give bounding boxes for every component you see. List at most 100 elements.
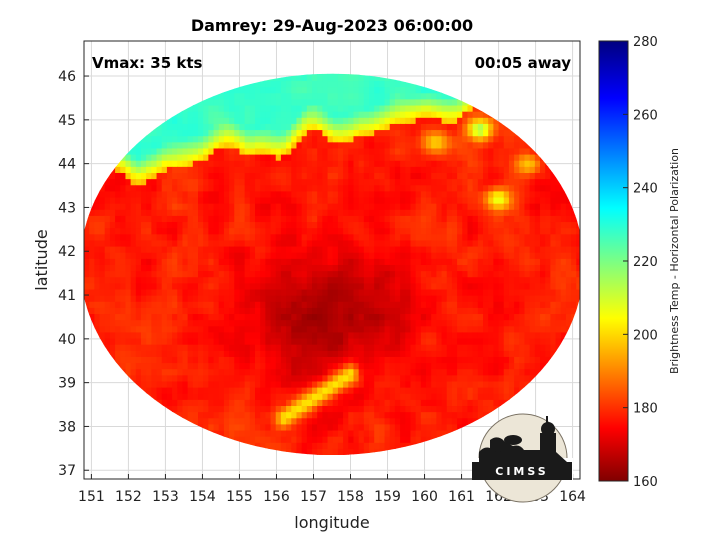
heatmap-cell	[327, 184, 334, 192]
heatmap-cell	[436, 411, 443, 419]
heatmap-cell	[151, 295, 158, 302]
heatmap-cell	[415, 417, 422, 425]
heatmap-cell	[317, 374, 323, 382]
heatmap-cell	[234, 393, 241, 400]
heatmap-cell	[151, 258, 158, 265]
heatmap-cell	[286, 307, 292, 315]
heatmap-cell	[343, 423, 349, 431]
heatmap-cell	[369, 276, 375, 284]
heatmap-cell	[223, 331, 230, 339]
heatmap-cell	[332, 129, 339, 137]
heatmap-cell	[348, 239, 355, 247]
heatmap-cell	[358, 411, 365, 419]
heatmap-cell	[343, 374, 349, 382]
heatmap-cell	[156, 380, 163, 388]
heatmap-cell	[379, 239, 386, 247]
heatmap-cell	[358, 313, 365, 321]
heatmap-cell	[410, 117, 417, 124]
heatmap-cell	[394, 209, 401, 216]
heatmap-cell	[187, 117, 194, 124]
heatmap-cell	[337, 104, 344, 112]
heatmap-cell	[431, 160, 437, 167]
heatmap-cell	[255, 288, 261, 296]
heatmap-cell	[280, 98, 287, 106]
heatmap-cell	[166, 184, 173, 192]
heatmap-cell	[405, 221, 412, 229]
heatmap-cell	[151, 184, 158, 192]
heatmap-cell	[374, 80, 380, 88]
heatmap-cell	[343, 74, 349, 82]
heatmap-cell	[270, 239, 277, 247]
heatmap-cell	[187, 227, 194, 235]
heatmap-cell	[400, 356, 406, 364]
heatmap-cell	[166, 301, 173, 308]
heatmap-cell	[244, 276, 251, 284]
heatmap-cell	[379, 270, 386, 278]
heatmap-cell	[410, 227, 417, 235]
heatmap-cell	[415, 135, 422, 143]
heatmap-cell	[203, 350, 209, 357]
heatmap-cell	[161, 362, 168, 370]
heatmap-cell	[229, 411, 235, 419]
heatmap-cell	[410, 221, 417, 229]
heatmap-cell	[369, 123, 375, 131]
heatmap-cell	[343, 393, 349, 400]
heatmap-cell	[327, 399, 334, 407]
heatmap-cell	[286, 282, 292, 290]
heatmap-cell	[369, 423, 375, 431]
heatmap-cell	[172, 399, 178, 407]
heatmap-cell	[286, 245, 292, 253]
heatmap-cell	[327, 86, 334, 94]
heatmap-cell	[187, 319, 194, 327]
heatmap-cell	[229, 184, 235, 192]
heatmap-cell	[415, 288, 422, 296]
heatmap-cell	[234, 129, 241, 137]
heatmap-cell	[89, 282, 95, 290]
heatmap-cell	[374, 252, 380, 259]
heatmap-cell	[332, 190, 339, 198]
heatmap-cell	[125, 295, 132, 302]
heatmap-cell	[270, 227, 277, 235]
heatmap-cell	[177, 319, 184, 327]
heatmap-cell	[218, 276, 225, 284]
heatmap-cell	[301, 117, 308, 124]
heatmap-cell	[394, 227, 401, 235]
heatmap-cell	[374, 288, 380, 296]
heatmap-cell	[141, 190, 147, 198]
heatmap-cell	[317, 233, 323, 241]
heatmap-cell	[260, 258, 266, 265]
heatmap-cell	[317, 411, 323, 419]
heatmap-cell	[296, 307, 303, 315]
heatmap-cell	[415, 117, 422, 124]
heatmap-cell	[255, 417, 261, 425]
heatmap-cell	[426, 436, 432, 443]
heatmap-cell	[182, 411, 189, 419]
heatmap-cell	[198, 196, 204, 204]
heatmap-cell	[286, 104, 292, 112]
heatmap-cell	[374, 436, 380, 443]
heatmap-cell	[203, 331, 209, 339]
heatmap-cell	[161, 233, 168, 241]
heatmap-cell	[94, 301, 101, 308]
heatmap-cell	[405, 387, 412, 394]
heatmap-cell	[115, 239, 121, 247]
heatmap-cell	[400, 429, 406, 437]
heatmap-cell	[275, 178, 282, 186]
heatmap-cell	[198, 203, 204, 210]
heatmap-cell	[348, 73, 355, 75]
heatmap-cell	[265, 356, 272, 364]
heatmap-cell	[125, 190, 132, 198]
heatmap-cell	[192, 301, 199, 308]
heatmap-cell	[343, 86, 349, 94]
heatmap-cell	[130, 203, 137, 210]
heatmap-cell	[348, 282, 355, 290]
heatmap-cell	[161, 325, 168, 333]
heatmap-cell	[223, 313, 230, 321]
heatmap-cell	[172, 282, 178, 290]
heatmap-cell	[405, 245, 412, 253]
heatmap-cell	[270, 331, 277, 339]
heatmap-cell	[270, 356, 277, 364]
heatmap-cell	[415, 147, 422, 155]
heatmap-cell	[286, 417, 292, 425]
heatmap-cell	[265, 203, 272, 210]
